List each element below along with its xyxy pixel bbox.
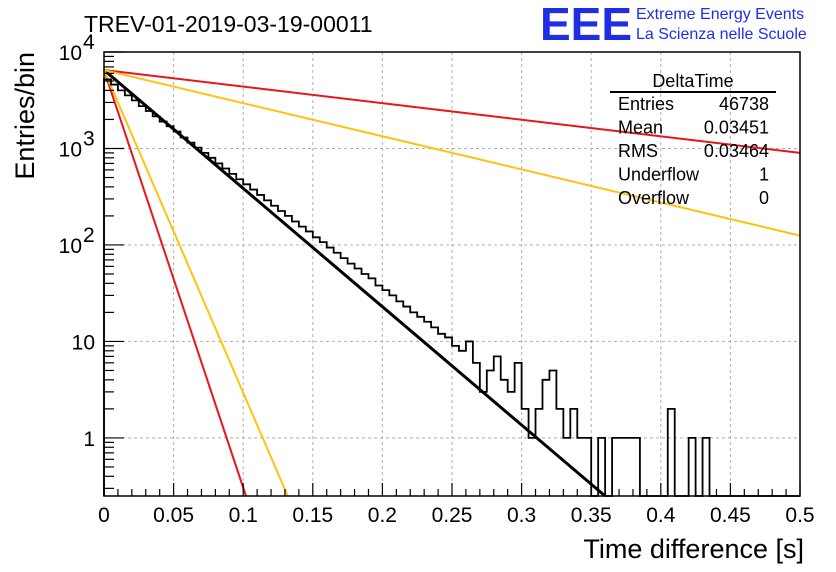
stats-title: DeltaTime (652, 71, 733, 91)
x-tick-label: 0.05 (153, 504, 194, 527)
stats-row-label: Entries (618, 94, 674, 114)
histogram-outline (103, 78, 800, 497)
y-tick-label: 1 (83, 428, 95, 451)
x-tick-label: 0.15 (292, 504, 333, 527)
x-tick-label: 0.5 (785, 504, 814, 527)
stats-row-label: Mean (618, 118, 663, 138)
fit-curve (103, 69, 801, 154)
x-tick-label: 0 (98, 504, 110, 527)
x-tick-label: 0.4 (646, 504, 676, 527)
x-axis-title: Time difference [s] (583, 534, 804, 564)
logo-line-2: La Scienza nelle Scuole (636, 26, 807, 43)
histogram (103, 78, 800, 497)
x-tick-label: 0.25 (432, 504, 473, 527)
stats-row-label: RMS (618, 141, 658, 161)
y-tick-label: 10 (59, 42, 82, 65)
x-tick-labels: 0 0.05 0.1 0.15 0.2 0.25 0.3 0.35 0.4 0.45 0.5 (98, 504, 814, 527)
y-tick-label: 10 (72, 331, 95, 354)
grid (104, 52, 800, 496)
stats-row-label: Underflow (618, 165, 700, 185)
fit-curve (103, 69, 801, 237)
axis-ticks (103, 51, 801, 496)
stats-row-value: 0 (759, 188, 769, 208)
x-tick-label: 0.35 (571, 504, 612, 527)
y-axis-title: Entries/bin (10, 52, 40, 180)
stats-row-value: 0.03451 (704, 118, 769, 138)
stats-row-value: 1 (759, 165, 769, 185)
y-tick-exponent: 3 (83, 127, 95, 150)
fit-curve (103, 69, 247, 497)
y-tick-label: 10 (59, 235, 82, 258)
fit-curve (103, 68, 607, 498)
x-tick-label: 0.2 (368, 504, 397, 527)
logo: EEE Extreme Energy Events La Scienza nel… (540, 0, 807, 50)
y-tick-exponent: 2 (83, 224, 95, 247)
y-tick-label: 10 (59, 138, 82, 161)
fit-curve (103, 69, 289, 497)
logo-line-1: Extreme Energy Events (636, 6, 804, 23)
stats-box: DeltaTime Entries 46738 Mean 0.03451 RMS 0.03… (610, 71, 776, 208)
x-tick-label: 0.45 (710, 504, 751, 527)
x-tick-label: 0.3 (507, 504, 536, 527)
logo-mark: EEE (540, 0, 632, 50)
y-tick-exponent: 4 (83, 31, 95, 54)
stats-row-value: 46738 (719, 94, 769, 114)
plot-title: TREV-01-2019-03-19-00011 (84, 11, 373, 37)
x-tick-label: 0.1 (229, 504, 258, 527)
stats-row-label: Overflow (618, 188, 690, 208)
stats-row-value: 0.03464 (704, 141, 769, 161)
